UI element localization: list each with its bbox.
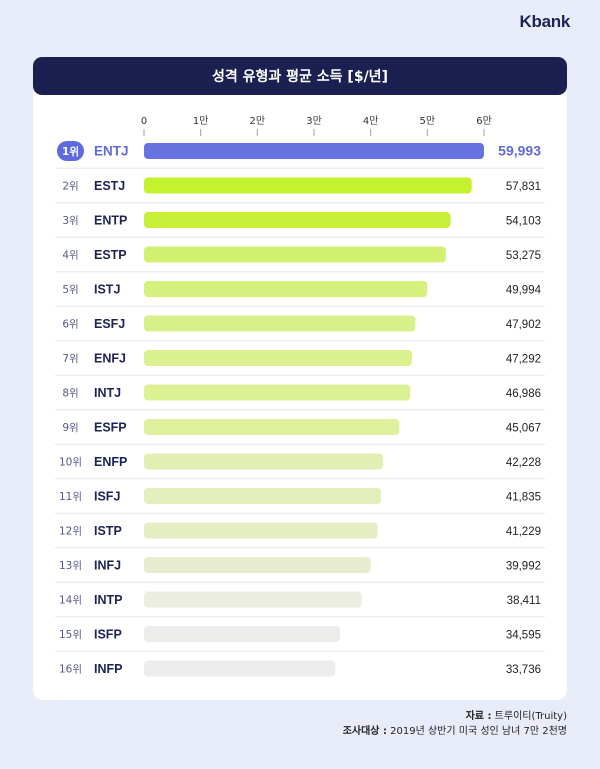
x-tick-label: 0 bbox=[141, 116, 147, 127]
bar bbox=[144, 522, 378, 539]
rank-label: 5위 bbox=[62, 283, 78, 296]
value-label: 53,275 bbox=[506, 250, 541, 262]
category-label: ISTP bbox=[94, 524, 122, 538]
x-tick-label: 1만 bbox=[193, 115, 209, 127]
bar bbox=[144, 350, 412, 366]
rank-label: 16위 bbox=[59, 663, 82, 676]
survey-note: 조사대상 : 2019년 상반기 미국 성인 남녀 7만 2천명 bbox=[343, 722, 567, 737]
value-label: 41,229 bbox=[506, 526, 541, 538]
category-label: INTP bbox=[94, 593, 122, 607]
rank-label: 10위 bbox=[59, 456, 82, 469]
x-tick-label: 6만 bbox=[476, 115, 492, 127]
value-label: 54,103 bbox=[506, 216, 541, 228]
category-label: ESFP bbox=[94, 421, 127, 435]
value-label: 34,595 bbox=[506, 630, 541, 642]
bar bbox=[144, 177, 472, 194]
bar bbox=[144, 660, 336, 677]
bar bbox=[144, 453, 384, 470]
survey-label: 조사대상 : bbox=[342, 726, 387, 737]
value-label: 38,411 bbox=[507, 595, 541, 607]
bar bbox=[144, 488, 382, 504]
bar bbox=[144, 246, 446, 263]
rank-label: 1위 bbox=[62, 145, 79, 158]
bar bbox=[144, 626, 341, 642]
value-label: 33,736 bbox=[506, 664, 541, 676]
value-label: 39,992 bbox=[506, 561, 541, 573]
rank-label: 3위 bbox=[62, 214, 78, 227]
value-label: 41,835 bbox=[506, 492, 541, 504]
rank-label: 4위 bbox=[62, 249, 78, 262]
bar bbox=[144, 419, 400, 435]
bar bbox=[144, 384, 411, 401]
category-label: ESFJ bbox=[94, 317, 125, 331]
rank-label: 13위 bbox=[59, 559, 82, 572]
category-label: INTJ bbox=[94, 386, 121, 400]
category-label: INFP bbox=[94, 662, 122, 676]
category-label: ENTP bbox=[94, 214, 127, 228]
category-label: ISFP bbox=[94, 628, 122, 642]
source-label: 자료 : bbox=[465, 711, 492, 722]
x-tick-label: 3만 bbox=[306, 115, 322, 127]
category-label: ENFJ bbox=[94, 352, 126, 366]
category-label: ENFP bbox=[94, 455, 127, 469]
rank-label: 6위 bbox=[62, 318, 78, 331]
value-label: 45,067 bbox=[506, 423, 541, 435]
category-label: ISTJ bbox=[94, 283, 120, 297]
x-tick-label: 5만 bbox=[420, 115, 436, 127]
category-label: ENTJ bbox=[94, 144, 129, 159]
kbank-logo: Kbank bbox=[519, 12, 571, 31]
value-label: 49,994 bbox=[506, 285, 542, 297]
bar bbox=[144, 315, 416, 332]
category-label: ESTP bbox=[94, 248, 127, 262]
source-value: 트루이티(Truity) bbox=[491, 711, 567, 722]
value-label: 42,228 bbox=[506, 457, 541, 469]
bar bbox=[144, 143, 484, 159]
rank-label: 11위 bbox=[59, 490, 82, 503]
rank-label: 9위 bbox=[62, 421, 78, 434]
value-label: 47,902 bbox=[506, 319, 541, 331]
rank-label: 15위 bbox=[59, 628, 82, 641]
rank-label: 2위 bbox=[62, 180, 78, 193]
value-label: 57,831 bbox=[506, 181, 541, 193]
rank-label: 7위 bbox=[62, 352, 78, 365]
value-label: 47,292 bbox=[506, 354, 541, 366]
bar bbox=[144, 281, 428, 297]
rank-label: 8위 bbox=[62, 387, 78, 400]
chart-title: 성격 유형과 평균 소득 [$/년] bbox=[33, 57, 567, 95]
x-tick-label: 2만 bbox=[250, 115, 266, 127]
bar bbox=[144, 212, 451, 228]
rank-label: 12위 bbox=[59, 525, 82, 538]
rank-label: 14위 bbox=[59, 594, 82, 607]
value-label: 59,993 bbox=[498, 143, 541, 159]
category-label: ESTJ bbox=[94, 179, 125, 193]
value-label: 46,986 bbox=[506, 388, 541, 400]
survey-value: 2019년 상반기 미국 성인 남녀 7만 2천명 bbox=[386, 726, 567, 737]
category-label: ISFJ bbox=[94, 490, 120, 504]
category-label: INFJ bbox=[94, 559, 121, 573]
bar bbox=[144, 591, 362, 608]
source-note: 자료 : 트루이티(Truity) bbox=[466, 707, 567, 722]
rank-badge bbox=[57, 141, 84, 161]
bar bbox=[144, 557, 371, 573]
x-tick-label: 4만 bbox=[363, 115, 379, 127]
